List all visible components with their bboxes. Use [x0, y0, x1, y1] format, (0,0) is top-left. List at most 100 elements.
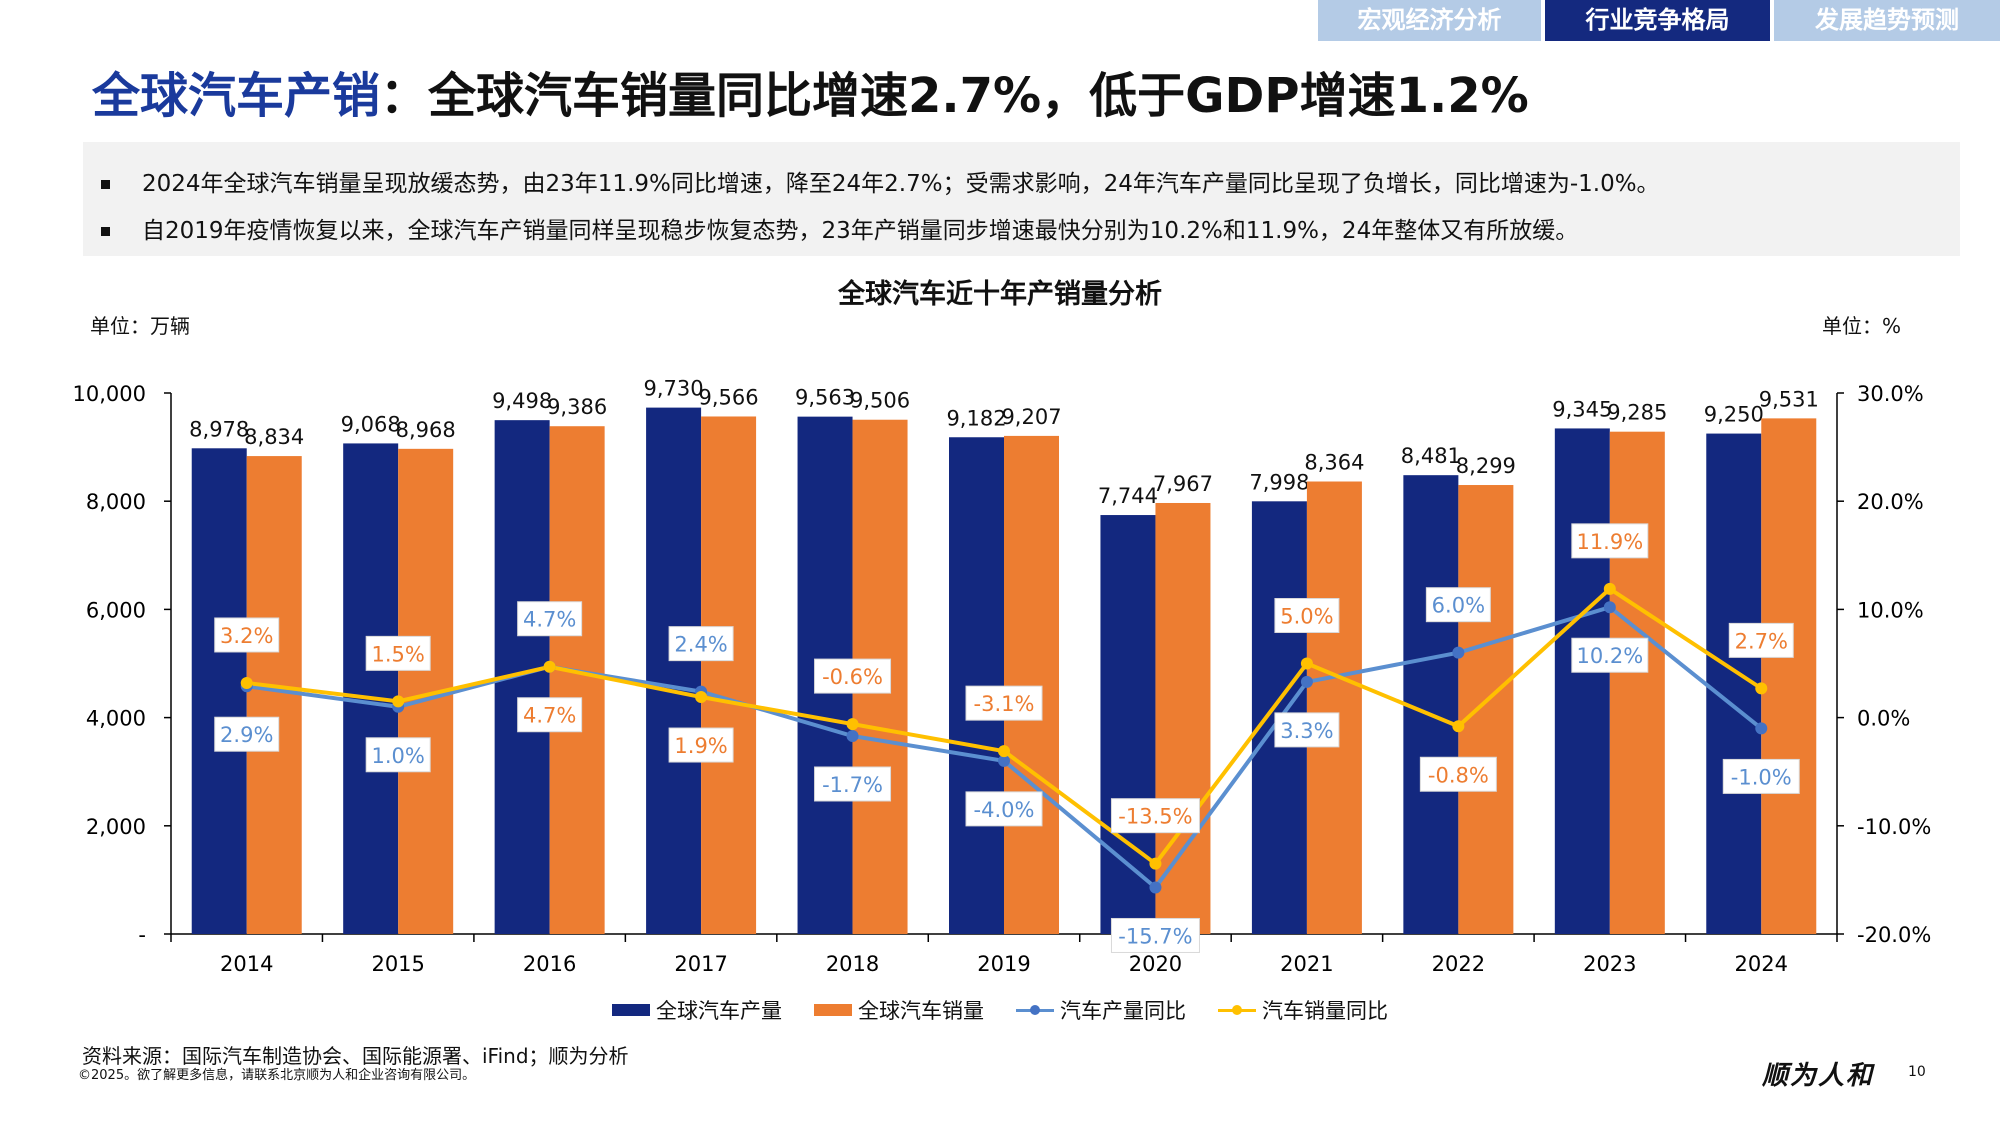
production-yoy-label: -15.7% — [1118, 924, 1192, 948]
sales-yoy-point — [1149, 857, 1162, 870]
production-value-label: 9,563 — [795, 386, 855, 410]
production-bar — [646, 407, 702, 934]
right-axis-tick-label: 30.0% — [1857, 382, 1924, 406]
production-value-label: 9,498 — [492, 389, 552, 413]
sales-yoy-label-box — [1728, 622, 1794, 658]
legend-item-sales-yoy: 汽车销量同比 — [1218, 995, 1388, 1025]
sales-bar — [1004, 435, 1059, 934]
sales-bar — [1306, 481, 1362, 934]
right-axis-tick-label: -10.0% — [1857, 815, 1931, 839]
sales-value-label: 9,386 — [547, 395, 607, 419]
sales-value-label: 8,834 — [244, 425, 304, 449]
summary-box: 2024年全球汽车销量呈现放缓态势，由23年11.9%同比增速，降至24年2.7… — [83, 142, 1960, 256]
sales-yoy-label-box — [965, 685, 1043, 721]
title-rest: ：全球汽车销量同比增速2.7%，低于GDP增速1.2% — [380, 68, 1529, 124]
production-yoy-label-box — [517, 601, 583, 637]
production-yoy-label-box — [814, 766, 892, 802]
right-axis-unit: 单位：% — [1822, 314, 1902, 338]
production-value-label: 9,182 — [946, 406, 1006, 430]
tab-industry-competition[interactable]: 行业竞争格局 — [1545, 0, 1770, 41]
sales-yoy-label-box — [668, 727, 734, 763]
sales-yoy-label: -13.5% — [1118, 805, 1192, 829]
sales-bar — [1458, 485, 1514, 934]
sales-yoy-label-box — [1110, 798, 1200, 834]
production-yoy-label: -4.0% — [974, 798, 1035, 822]
production-yoy-point — [1149, 881, 1162, 894]
production-bar — [949, 437, 1004, 934]
production-yoy-label-box — [965, 791, 1043, 827]
legend-item-production-yoy: 汽车产量同比 — [1016, 995, 1186, 1025]
sales-yoy-label: -0.6% — [822, 665, 883, 689]
sales-value-label: 8,968 — [396, 418, 456, 442]
sales-bar — [1155, 502, 1211, 934]
tab-macro-economy[interactable]: 宏观经济分析 — [1318, 0, 1541, 41]
sales-yoy-label-box — [814, 658, 892, 694]
sales-value-label: 9,506 — [850, 389, 910, 413]
legend-line — [1016, 1004, 1054, 1015]
production-yoy-label: 1.0% — [372, 744, 425, 768]
legend-label: 汽车产量同比 — [1060, 999, 1186, 1023]
production-bar — [1403, 475, 1459, 934]
sales-yoy-point — [846, 718, 859, 731]
sales-yoy-label-box — [1571, 523, 1649, 559]
left-axis-tick-label: 2,000 — [86, 815, 146, 839]
right-axis-tick-label: 0.0% — [1857, 707, 1910, 731]
company-logo: 顺为人和 — [1762, 1061, 1875, 1091]
production-yoy-label-box — [1110, 917, 1200, 953]
production-value-label: 9,068 — [341, 412, 401, 436]
x-axis-tick-label: 2016 — [523, 952, 576, 976]
sales-yoy-point — [1452, 720, 1465, 733]
x-axis-tick-label: 2020 — [1129, 952, 1182, 976]
sales-bar — [701, 416, 757, 935]
sales-yoy-label: -3.1% — [974, 692, 1035, 716]
bullet-text: 自2019年疫情恢复以来，全球汽车产销量同样呈现稳步恢复态势，23年产销量同步增… — [142, 218, 1579, 244]
sales-bar — [549, 426, 605, 934]
production-yoy-point — [1603, 601, 1616, 614]
left-axis-tick-label: 8,000 — [86, 490, 146, 514]
bullet-square-icon — [101, 227, 110, 236]
production-yoy-point — [998, 754, 1010, 767]
summary-bullet: 自2019年疫情恢复以来，全球汽车产销量同样呈现稳步恢复态势，23年产销量同步增… — [101, 211, 1578, 245]
sales-yoy-label: 11.9% — [1576, 530, 1643, 554]
sales-yoy-point — [695, 691, 708, 704]
x-axis-tick-label: 2019 — [977, 952, 1030, 976]
left-axis-tick-label: 4,000 — [86, 707, 146, 731]
sales-yoy-point — [1603, 582, 1616, 595]
sales-yoy-label: 1.5% — [372, 642, 425, 666]
production-value-label: 9,345 — [1552, 397, 1612, 421]
sales-value-label: 8,299 — [1456, 454, 1516, 478]
x-axis-tick-label: 2024 — [1735, 952, 1788, 976]
sales-yoy-label-box — [365, 635, 431, 671]
left-axis-tick-label: 6,000 — [86, 598, 146, 622]
production-yoy-label: -1.0% — [1731, 765, 1792, 789]
x-axis-tick-label: 2022 — [1432, 952, 1485, 976]
title-highlight: 全球汽车产销 — [92, 68, 381, 124]
copyright: ©2025。欲了解更多信息，请联系北京顺为人和企业咨询有限公司。 — [78, 1068, 476, 1083]
sales-yoy-point — [1755, 682, 1768, 695]
x-axis-tick-label: 2014 — [220, 952, 273, 976]
sales-bar — [1609, 431, 1665, 934]
sales-yoy-label: 5.0% — [1280, 605, 1333, 629]
production-value-label: 8,978 — [189, 417, 249, 441]
production-yoy-point — [1452, 646, 1465, 659]
tab-trend-forecast[interactable]: 发展趋势预测 — [1774, 0, 2000, 41]
sales-yoy-label-box — [1419, 756, 1497, 792]
right-axis-tick-label: 20.0% — [1857, 490, 1924, 514]
production-yoy-label-box — [365, 737, 431, 773]
left-axis-unit: 单位：万辆 — [90, 314, 190, 338]
sales-yoy-label-box — [517, 697, 583, 733]
page-title: 全球汽车产销：全球汽车销量同比增速2.7%，低于GDP增速1.2% — [92, 56, 1529, 126]
production-value-label: 9,250 — [1704, 403, 1764, 427]
sales-yoy-label: 4.7% — [523, 704, 576, 728]
bullet-text: 2024年全球汽车销量呈现放缓态势，由23年11.9%同比增速，降至24年2.7… — [142, 171, 1660, 197]
sales-yoy-point — [392, 695, 405, 708]
x-axis-tick-label: 2023 — [1583, 952, 1636, 976]
production-bar — [191, 448, 247, 934]
legend-label: 全球汽车销量 — [858, 999, 984, 1023]
production-yoy-label: 10.2% — [1576, 644, 1643, 668]
page-number: 10 — [1908, 1064, 1926, 1080]
legend-item-production: 全球汽车产量 — [612, 995, 782, 1025]
source-note: 资料来源：国际汽车制造协会、国际能源署、iFind；顺为分析 — [82, 1044, 629, 1068]
production-yoy-label: 6.0% — [1432, 594, 1485, 618]
production-value-label: 7,998 — [1249, 470, 1309, 494]
